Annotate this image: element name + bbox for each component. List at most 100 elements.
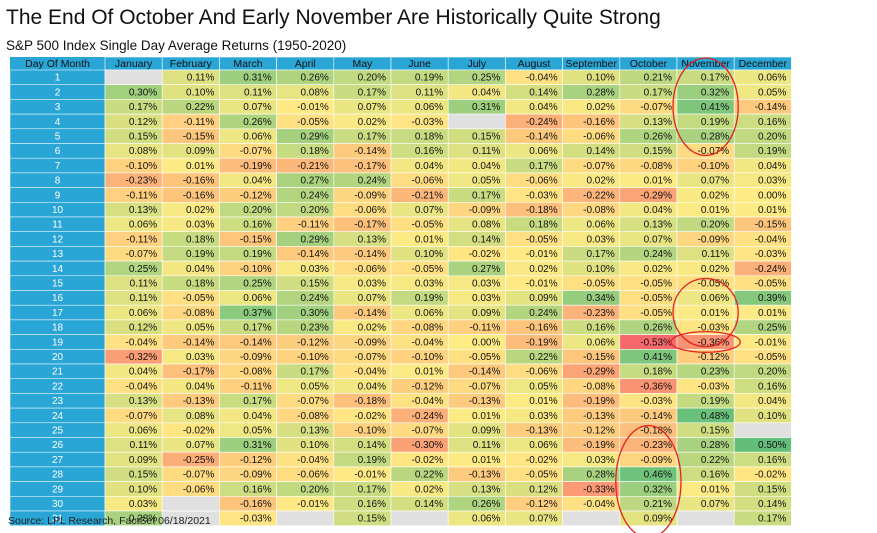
heat-cell-december-25 — [733, 422, 792, 438]
value-label-january-25: 0.06% — [129, 426, 157, 437]
value-label-october-11: 0.13% — [644, 220, 672, 231]
value-label-august-25: -0.13% — [526, 426, 558, 437]
value-label-october-16: -0.05% — [640, 293, 672, 304]
value-label-october-29: 0.32% — [644, 484, 672, 495]
header-cell-day-of-month — [10, 57, 105, 70]
highlight-ellipse-3 — [672, 277, 739, 348]
value-label-february-3: 0.22% — [186, 102, 214, 113]
value-label-september-21: -0.29% — [583, 367, 615, 378]
value-label-february-23: -0.13% — [183, 396, 215, 407]
value-label-december-21: 0.20% — [758, 367, 786, 378]
value-label-august-3: 0.04% — [529, 102, 557, 113]
day-label-8: 8 — [55, 176, 61, 187]
value-label-may-8: 0.24% — [358, 176, 386, 187]
header-label-october: October — [630, 58, 668, 70]
value-label-august-9: -0.03% — [526, 190, 558, 201]
value-label-october-21: 0.18% — [644, 367, 672, 378]
heat-cell-june-31 — [390, 510, 449, 526]
value-label-september-7: -0.07% — [583, 161, 615, 172]
value-label-november-6: -0.07% — [698, 146, 730, 157]
heat-cell-september-31 — [562, 510, 621, 526]
value-label-march-15: 0.25% — [243, 279, 271, 290]
header-label-day-of-month: Day Of Month — [25, 58, 90, 70]
value-label-march-28: -0.09% — [240, 470, 272, 481]
value-label-january-9: -0.11% — [126, 190, 157, 201]
value-label-december-23: 0.04% — [758, 396, 786, 407]
value-label-may-18: 0.02% — [358, 323, 386, 334]
value-label-april-8: 0.27% — [300, 176, 328, 187]
value-label-august-15: -0.01% — [526, 279, 558, 290]
value-label-july-21: -0.14% — [469, 367, 501, 378]
value-label-december-30: 0.14% — [758, 499, 786, 510]
value-label-february-22: 0.04% — [186, 381, 214, 392]
value-label-september-14: 0.10% — [586, 264, 614, 275]
value-label-may-3: 0.07% — [358, 102, 386, 113]
value-label-november-27: 0.22% — [701, 455, 729, 466]
chart-title: The End Of October And Early November Ar… — [6, 6, 661, 29]
value-label-april-28: -0.06% — [297, 470, 329, 481]
value-label-may-1: 0.20% — [358, 73, 386, 84]
value-label-october-6: 0.15% — [644, 146, 672, 157]
value-label-august-13: -0.01% — [526, 249, 558, 260]
value-label-september-8: 0.02% — [586, 176, 614, 187]
value-label-november-17: 0.01% — [701, 308, 729, 319]
value-label-february-8: -0.16% — [183, 176, 215, 187]
highlight-ellipse-1 — [615, 424, 682, 533]
value-label-december-4: 0.16% — [758, 117, 786, 128]
value-label-november-29: 0.01% — [701, 484, 729, 495]
value-label-may-31: 0.15% — [358, 514, 386, 525]
value-label-march-4: 0.26% — [243, 117, 271, 128]
value-label-may-21: -0.04% — [354, 367, 386, 378]
value-label-october-4: 0.13% — [644, 117, 672, 128]
value-label-february-15: 0.18% — [186, 279, 214, 290]
day-label-1: 1 — [55, 73, 61, 84]
value-label-march-27: -0.12% — [240, 455, 272, 466]
day-label-12: 12 — [52, 234, 64, 245]
value-label-december-27: 0.16% — [758, 455, 786, 466]
value-label-february-18: 0.05% — [186, 323, 214, 334]
header-label-june: June — [408, 58, 431, 70]
value-label-july-5: 0.15% — [472, 132, 500, 143]
value-label-march-31: -0.03% — [240, 514, 272, 525]
value-label-september-28: 0.28% — [586, 470, 614, 481]
value-label-may-13: -0.14% — [354, 249, 386, 260]
value-label-march-29: 0.16% — [243, 484, 271, 495]
value-label-may-7: -0.17% — [354, 161, 386, 172]
value-label-march-2: 0.11% — [244, 87, 272, 98]
value-label-june-9: -0.21% — [412, 190, 444, 201]
value-label-december-28: -0.02% — [755, 470, 787, 481]
value-label-april-18: 0.23% — [300, 323, 328, 334]
value-label-august-6: 0.06% — [529, 146, 557, 157]
value-label-april-16: 0.24% — [300, 293, 328, 304]
value-label-march-8: 0.04% — [243, 176, 271, 187]
day-label-9: 9 — [55, 190, 61, 201]
value-label-january-20: -0.32% — [126, 352, 158, 363]
value-label-november-28: 0.16% — [701, 470, 729, 481]
value-label-may-17: -0.14% — [354, 308, 386, 319]
value-label-january-22: -0.04% — [126, 381, 158, 392]
value-label-august-2: 0.14% — [529, 87, 557, 98]
value-label-august-18: -0.16% — [526, 323, 558, 334]
value-label-september-4: -0.16% — [583, 117, 615, 128]
value-label-march-5: 0.06% — [243, 132, 271, 143]
value-label-january-21: 0.04% — [129, 367, 157, 378]
value-label-september-19: 0.06% — [586, 337, 614, 348]
value-label-october-13: 0.24% — [644, 249, 672, 260]
value-label-march-6: -0.07% — [240, 146, 272, 157]
value-label-december-26: 0.50% — [758, 440, 786, 451]
value-label-april-15: 0.15% — [300, 279, 328, 290]
day-label-2: 2 — [55, 87, 61, 98]
value-label-june-24: -0.24% — [412, 411, 444, 422]
value-label-february-19: -0.14% — [183, 337, 215, 348]
value-label-august-16: 0.09% — [529, 293, 557, 304]
value-label-may-20: -0.07% — [354, 352, 386, 363]
value-label-january-26: 0.11% — [130, 440, 158, 451]
value-label-december-8: 0.03% — [758, 176, 786, 187]
value-label-november-9: 0.02% — [701, 190, 729, 201]
value-label-september-26: -0.19% — [583, 440, 615, 451]
value-label-april-17: 0.30% — [300, 308, 328, 319]
value-label-may-5: 0.17% — [358, 132, 386, 143]
value-label-november-26: 0.28% — [701, 440, 729, 451]
value-label-february-26: 0.07% — [186, 440, 214, 451]
value-label-july-16: 0.03% — [472, 293, 500, 304]
